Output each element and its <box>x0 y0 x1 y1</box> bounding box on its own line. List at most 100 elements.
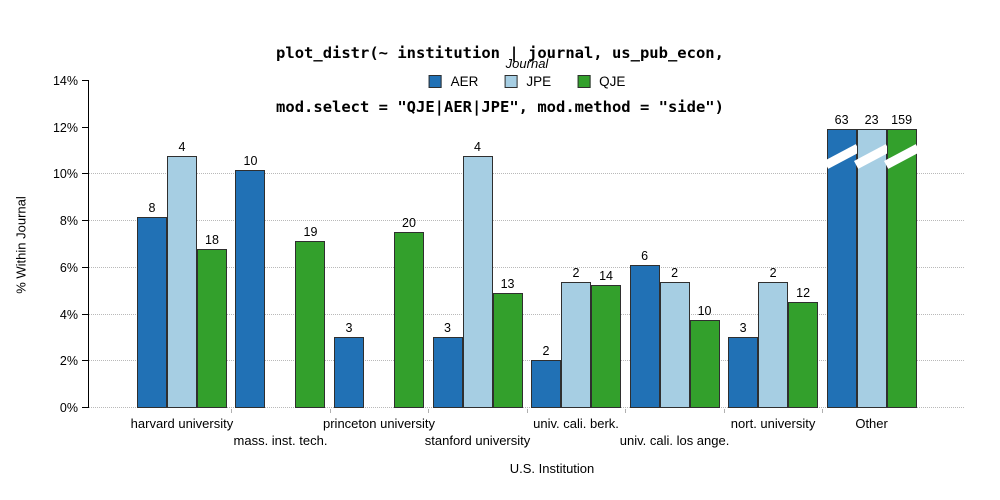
bar-qje: 13 <box>492 277 523 408</box>
legend-swatch-jpe <box>504 75 518 88</box>
bar-group-univ-cali-los-ange: 6 2 10 univ. cali. los ange. <box>620 81 730 448</box>
bar-aer: 6 <box>629 249 660 408</box>
legend-item-aer: AER <box>428 74 479 89</box>
gridline-6 <box>89 266 964 268</box>
bar-value-label: 159 <box>891 112 913 127</box>
bar-value-label: 4 <box>178 139 186 154</box>
chart-title-line2: mod.select = "QJE|AER|JPE", mod.method =… <box>276 98 724 116</box>
bar-jpe: 2 <box>561 266 592 408</box>
bar-aer: 10 <box>235 154 266 408</box>
bar-qje: 14 <box>591 269 622 408</box>
bar-value-label: 2 <box>572 265 580 280</box>
x-boundary-tick <box>231 409 233 413</box>
y-tick-label: 6% <box>59 260 78 275</box>
chart-title: plot_distr(~ institution | journal, us_p… <box>0 8 1000 134</box>
x-category-label: univ. cali. los ange. <box>619 433 730 448</box>
bar-value-label: 20 <box>402 215 416 230</box>
bar-value-label: 10 <box>697 303 712 318</box>
bar-group-stanford-university: 3 4 13 stanford university <box>425 81 531 448</box>
legend-label: QJE <box>599 74 626 89</box>
y-axis-title: % Within Journal <box>13 196 29 294</box>
bar-qje: 10 <box>689 304 720 408</box>
bar-value-label: 6 <box>641 249 649 264</box>
bar-qje: 18 <box>196 233 227 408</box>
x-category-label: harvard university <box>130 416 234 431</box>
gridline-10 <box>89 173 964 175</box>
y-tick <box>82 80 89 81</box>
legend: Journal AER JPE QJE <box>428 56 625 89</box>
bar-value-label: 14 <box>599 268 613 283</box>
x-category-label: princeton university <box>323 416 435 431</box>
bar-value-label: 18 <box>205 233 219 248</box>
bar-aer: 3 <box>432 321 463 408</box>
y-tick-label: 10% <box>52 167 78 182</box>
bar-value-label: 13 <box>500 277 515 292</box>
x-category-label: univ. cali. berk. <box>533 416 619 431</box>
chart-title-line1: plot_distr(~ institution | journal, us_p… <box>276 44 724 62</box>
bar-group-other: 63 23 159 Other <box>823 81 920 431</box>
bar-jpe: 4 <box>462 140 493 408</box>
x-boundary-tick <box>822 409 824 413</box>
y-tick <box>82 173 89 175</box>
y-tick <box>82 313 89 315</box>
bar-group-princeton-university: 3 20 princeton university <box>323 81 435 431</box>
legend-swatch-aer <box>428 75 442 88</box>
bar-aer: 3 <box>334 321 364 408</box>
legend-items: AER JPE QJE <box>428 74 625 89</box>
bar-group-univ-cali-berk: 2 2 14 univ. cali. berk. <box>530 81 622 431</box>
bar-value-label: 3 <box>444 320 451 335</box>
bar-aer: 3 <box>728 321 759 408</box>
gridline-4 <box>89 313 964 315</box>
bar-qje: 159 <box>883 113 920 408</box>
gridline-0 <box>89 407 964 408</box>
axis-break-slash <box>853 143 890 169</box>
bar-group-mass-inst-tech: 10 19 mass. inst. tech. <box>234 81 328 448</box>
legend-label: JPE <box>526 74 552 89</box>
legend-item-qje: QJE <box>577 74 625 89</box>
y-tick <box>82 407 89 408</box>
bar-qje: 12 <box>788 286 819 408</box>
x-category-label: Other <box>855 416 888 431</box>
bar-qje: 19 <box>295 225 326 408</box>
x-boundary-tick <box>428 409 430 413</box>
y-tick-label: 2% <box>59 354 78 369</box>
bar-value-label: 12 <box>796 286 811 301</box>
bar-value-label: 10 <box>243 153 258 168</box>
bar-jpe: 2 <box>659 266 690 408</box>
axis-break-slash <box>883 143 920 169</box>
bar-aer: 8 <box>136 201 167 408</box>
y-tick-label: 0% <box>59 401 78 415</box>
legend-title: Journal <box>505 56 549 71</box>
bar-value-label: 4 <box>474 139 481 154</box>
bar-jpe: 23 <box>853 113 890 408</box>
y-tick-label: 14% <box>52 74 78 88</box>
x-axis-title: U.S. Institution <box>509 461 595 476</box>
bar-value-label: 63 <box>834 112 849 127</box>
bar-value-label: 3 <box>345 320 353 335</box>
gridline-8 <box>89 220 964 222</box>
x-category-label: nort. university <box>730 416 816 431</box>
bar-value-label: 2 <box>769 265 777 280</box>
bar-group-nort-university: 3 2 12 nort. university <box>727 81 819 431</box>
bar-qje: 20 <box>394 216 424 408</box>
y-tick <box>82 126 89 128</box>
x-category-label: stanford university <box>424 433 531 448</box>
y-tick <box>82 360 89 362</box>
bar-value-label: 2 <box>671 265 679 280</box>
axis-break-slash <box>823 143 860 169</box>
y-tick-label: 4% <box>59 307 78 322</box>
x-boundary-tick <box>625 409 627 413</box>
bar-aer: 63 <box>823 113 860 408</box>
bar-value-label: 19 <box>303 224 318 239</box>
legend-swatch-qje <box>577 75 591 88</box>
legend-label: AER <box>450 74 479 89</box>
y-tick <box>82 266 89 268</box>
x-category-label: mass. inst. tech. <box>233 433 328 448</box>
bar-jpe: 2 <box>758 266 789 408</box>
x-boundary-tick <box>329 409 331 413</box>
legend-item-jpe: JPE <box>504 74 551 89</box>
y-tick <box>82 220 89 222</box>
bar-jpe: 4 <box>166 140 197 408</box>
y-tick-label: 12% <box>52 120 78 135</box>
bar-aer: 2 <box>531 344 562 408</box>
